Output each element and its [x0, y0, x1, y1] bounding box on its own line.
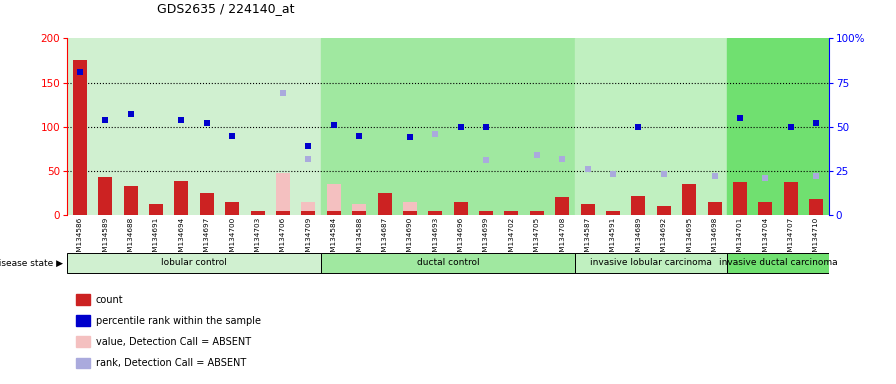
- Text: value, Detection Call = ABSENT: value, Detection Call = ABSENT: [96, 337, 251, 347]
- Bar: [606, 210, 620, 215]
- Bar: [175, 182, 188, 215]
- Bar: [728, 253, 829, 273]
- Bar: [276, 210, 290, 215]
- Text: count: count: [96, 295, 124, 305]
- Text: GDS2635 / 224140_at: GDS2635 / 224140_at: [157, 2, 294, 15]
- Bar: [728, 38, 829, 215]
- Bar: [682, 184, 696, 215]
- Bar: [327, 184, 340, 215]
- Bar: [575, 253, 728, 273]
- Bar: [321, 38, 575, 215]
- Bar: [377, 193, 392, 215]
- Text: disease state ▶: disease state ▶: [0, 258, 63, 268]
- Bar: [556, 197, 569, 215]
- Text: percentile rank within the sample: percentile rank within the sample: [96, 316, 261, 326]
- Bar: [428, 210, 443, 215]
- Bar: [327, 210, 340, 215]
- Bar: [67, 253, 321, 273]
- Bar: [504, 210, 519, 215]
- Bar: [149, 204, 163, 215]
- Bar: [352, 210, 366, 215]
- Bar: [479, 210, 493, 215]
- Bar: [377, 197, 392, 215]
- Bar: [708, 202, 721, 215]
- Bar: [581, 204, 595, 215]
- Bar: [321, 253, 575, 273]
- Bar: [453, 202, 468, 215]
- Bar: [575, 38, 728, 215]
- Bar: [403, 210, 417, 215]
- Bar: [453, 202, 468, 215]
- Bar: [632, 195, 645, 215]
- Bar: [67, 38, 321, 215]
- Bar: [758, 202, 772, 215]
- Bar: [556, 197, 569, 215]
- Text: lobular control: lobular control: [161, 258, 227, 267]
- Text: invasive lobular carcinoma: invasive lobular carcinoma: [590, 258, 712, 267]
- Bar: [657, 206, 671, 215]
- Bar: [301, 210, 315, 215]
- Bar: [124, 186, 138, 215]
- Text: invasive ductal carcinoma: invasive ductal carcinoma: [719, 258, 838, 267]
- Bar: [301, 202, 315, 215]
- Bar: [403, 202, 417, 215]
- Bar: [276, 173, 290, 215]
- Bar: [99, 177, 112, 215]
- Bar: [809, 199, 823, 215]
- Bar: [581, 204, 595, 215]
- Bar: [733, 182, 747, 215]
- Bar: [784, 182, 797, 215]
- Bar: [809, 199, 823, 215]
- Bar: [504, 210, 519, 215]
- Bar: [251, 210, 264, 215]
- Text: ductal control: ductal control: [417, 258, 479, 267]
- Bar: [200, 193, 214, 215]
- Bar: [530, 210, 544, 215]
- Bar: [352, 204, 366, 215]
- Bar: [73, 60, 87, 215]
- Bar: [225, 202, 239, 215]
- Text: rank, Detection Call = ABSENT: rank, Detection Call = ABSENT: [96, 358, 246, 368]
